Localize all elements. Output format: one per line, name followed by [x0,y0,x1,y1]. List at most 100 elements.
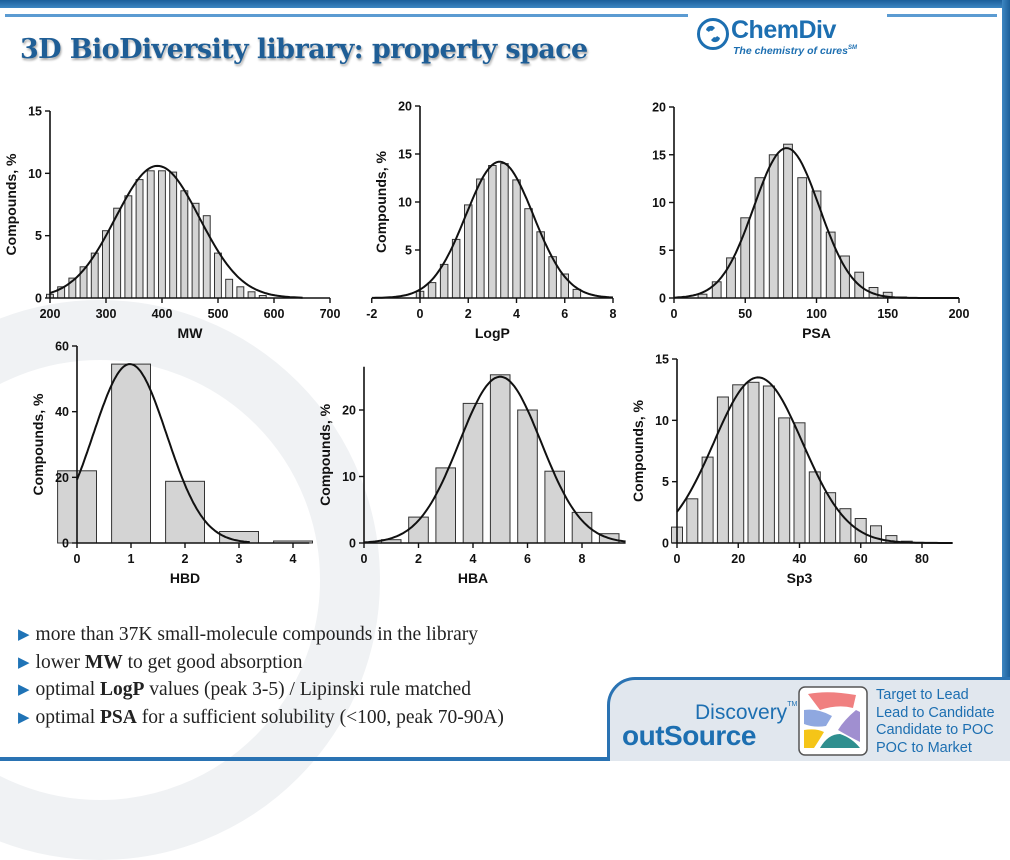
histogram-bar [536,231,545,299]
histogram-bar [247,291,256,299]
histogram-bar [686,498,699,544]
stage-item: Lead to Candidate [876,704,995,721]
histogram-bar [146,170,155,299]
frame-right [1002,0,1010,761]
svg-text:200: 200 [949,307,970,321]
histogram-bar [488,165,497,299]
stage-list: Target to Lead Lead to Candidate Candida… [876,687,995,757]
svg-text:10: 10 [28,167,42,181]
histogram-bar [716,396,729,544]
svg-text:0: 0 [361,552,368,566]
gaussian-fit-curve [363,375,626,544]
histogram-bar [544,470,566,544]
histogram-bar [113,207,122,299]
y-axis-label: Compounds, % [3,153,19,255]
y-axis-label: Compounds, % [373,151,389,253]
svg-text:-2: -2 [366,307,377,321]
stage-item: Candidate to POC [876,722,994,738]
svg-text:40: 40 [793,552,807,566]
triangle-bullet-icon: ▶ [18,654,30,671]
histogram-bar [701,456,714,544]
svg-text:10: 10 [398,196,412,210]
histogram-bar [825,231,836,299]
histogram-bar [768,154,779,299]
histogram-bar [427,282,437,299]
y-axis-label: Compounds, % [317,403,333,505]
discovery-outsource-banner: DiscoveryTM outSource Target to Lead Lea… [607,677,1010,761]
x-axis-label: HBD [170,570,200,586]
histogram-bar [435,467,456,544]
svg-text:8: 8 [579,552,586,566]
svg-text:5: 5 [35,229,42,243]
svg-text:2: 2 [465,307,472,321]
svg-text:0: 0 [35,292,42,306]
histogram-bar [135,179,144,299]
svg-text:700: 700 [320,307,341,321]
bullet-item: ▶ more than 37K small-molecule compounds … [18,622,504,650]
triangle-bullet-icon: ▶ [18,627,30,643]
gaussian-fit-curve [76,363,250,544]
svg-text:20: 20 [342,404,356,418]
svg-text:5: 5 [662,475,669,489]
svg-text:10: 10 [652,196,666,210]
y-axis-label: Compounds, % [630,400,646,502]
logo-tagline: The chemistry of curesSM [733,45,857,57]
svg-text:20: 20 [55,471,69,485]
bullet-item: ▶ optimal PSA for a sufficient solubility… [18,705,504,733]
histogram-bar [180,190,189,299]
histogram-bar [111,363,151,544]
x-axis-label: MW [178,325,204,341]
svg-text:150: 150 [877,307,898,321]
histogram-bar [236,286,245,299]
svg-text:0: 0 [62,537,69,551]
histogram-sp3: 0 20 40 60 80 0 5 10 15 Sp3 Compounds, % [630,353,953,586]
histogram-bar [778,417,791,544]
bullet-item: ▶ optimal LogP values (peak 3-5) / Lipins… [18,677,504,705]
svg-text:2: 2 [182,552,189,566]
page-title: 3D BioDiversity library: property space [20,34,588,65]
histogram-bar [191,202,200,299]
histogram-bar [124,195,133,299]
svg-text:600: 600 [264,307,285,321]
outsource-label: outSource [622,720,756,751]
histogram-bar [870,525,882,544]
svg-text:1: 1 [128,552,135,566]
histogram-bar [439,263,449,299]
histogram-bar [169,171,178,299]
header-rule-right [887,14,997,17]
x-axis-label: Sp3 [787,570,813,586]
svg-text:60: 60 [854,552,868,566]
histogram-bar [512,179,521,299]
svg-text:5: 5 [659,244,666,258]
svg-text:15: 15 [398,148,412,162]
svg-text:0: 0 [662,537,669,551]
svg-text:80: 80 [915,552,929,566]
svg-text:4: 4 [470,552,477,566]
histogram-bar [732,384,745,544]
histogram-bar [464,204,473,299]
svg-text:20: 20 [652,101,666,115]
svg-text:400: 400 [152,307,173,321]
svg-text:0: 0 [674,552,681,566]
svg-text:20: 20 [398,100,412,114]
histogram-psa: 0 50 100 150 200 0 5 10 15 20 PSA [652,101,969,342]
gaussian-fit-curve [49,164,303,299]
histogram-bar [214,252,222,299]
discovery-label: DiscoveryTM [695,701,798,724]
histogram-logp: -2 0 2 4 6 8 5 10 15 20 LogP Compounds, % [366,100,616,342]
svg-text:8: 8 [610,307,617,321]
stage-item: Target to Lead [876,687,969,703]
histogram-bar [793,422,806,544]
svg-text:10: 10 [342,470,356,484]
svg-text:0: 0 [671,307,678,321]
logo-name: ChemDiv [731,16,836,44]
svg-text:10: 10 [655,414,669,428]
triangle-bullet-icon: ▶ [18,709,30,726]
svg-text:40: 40 [55,405,69,419]
histogram-bar [489,374,511,544]
histogram-bar [517,409,538,544]
chemdiv-mark-icon [697,18,729,50]
svg-text:100: 100 [806,307,827,321]
svg-text:3: 3 [236,552,243,566]
